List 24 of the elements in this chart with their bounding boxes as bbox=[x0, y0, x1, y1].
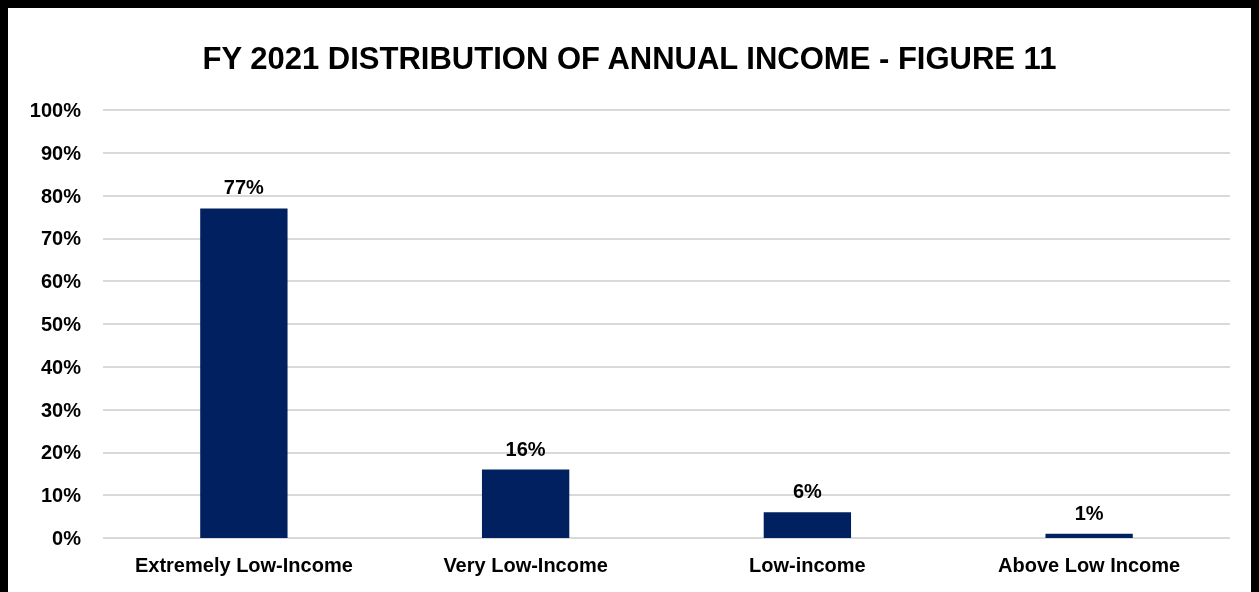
y-tick-label: 60% bbox=[40, 270, 82, 293]
x-tick-label: Low-income bbox=[749, 554, 866, 576]
x-tick-label: Above Low Income bbox=[998, 554, 1181, 576]
y-tick-label: 50% bbox=[40, 313, 82, 335]
x-tick-label: Very Low-Income bbox=[443, 554, 608, 576]
y-tick-label: 0% bbox=[52, 527, 82, 549]
data-label: 1% bbox=[1074, 501, 1104, 524]
y-tick-label: 10% bbox=[40, 484, 82, 507]
y-tick-label: 70% bbox=[40, 227, 82, 250]
y-tick-label: 40% bbox=[40, 355, 82, 378]
bar bbox=[481, 469, 570, 538]
data-label: 77% bbox=[223, 176, 265, 199]
bar bbox=[200, 208, 288, 538]
data-label: 16% bbox=[505, 437, 546, 460]
bar bbox=[1045, 533, 1133, 538]
chart-title: FY 2021 DISTRIBUTION OF ANNUAL INCOME - FIGURE 11 bbox=[202, 41, 1057, 76]
x-tick-label: Extremely Low-Income bbox=[134, 554, 353, 576]
y-tick-label: 30% bbox=[40, 398, 82, 421]
y-tick-label: 90% bbox=[40, 141, 82, 164]
data-label: 6% bbox=[792, 480, 823, 503]
bar bbox=[763, 512, 852, 538]
y-tick-label: 20% bbox=[40, 441, 82, 464]
y-tick-label: 100% bbox=[29, 99, 82, 121]
y-tick-label: 80% bbox=[40, 184, 82, 207]
